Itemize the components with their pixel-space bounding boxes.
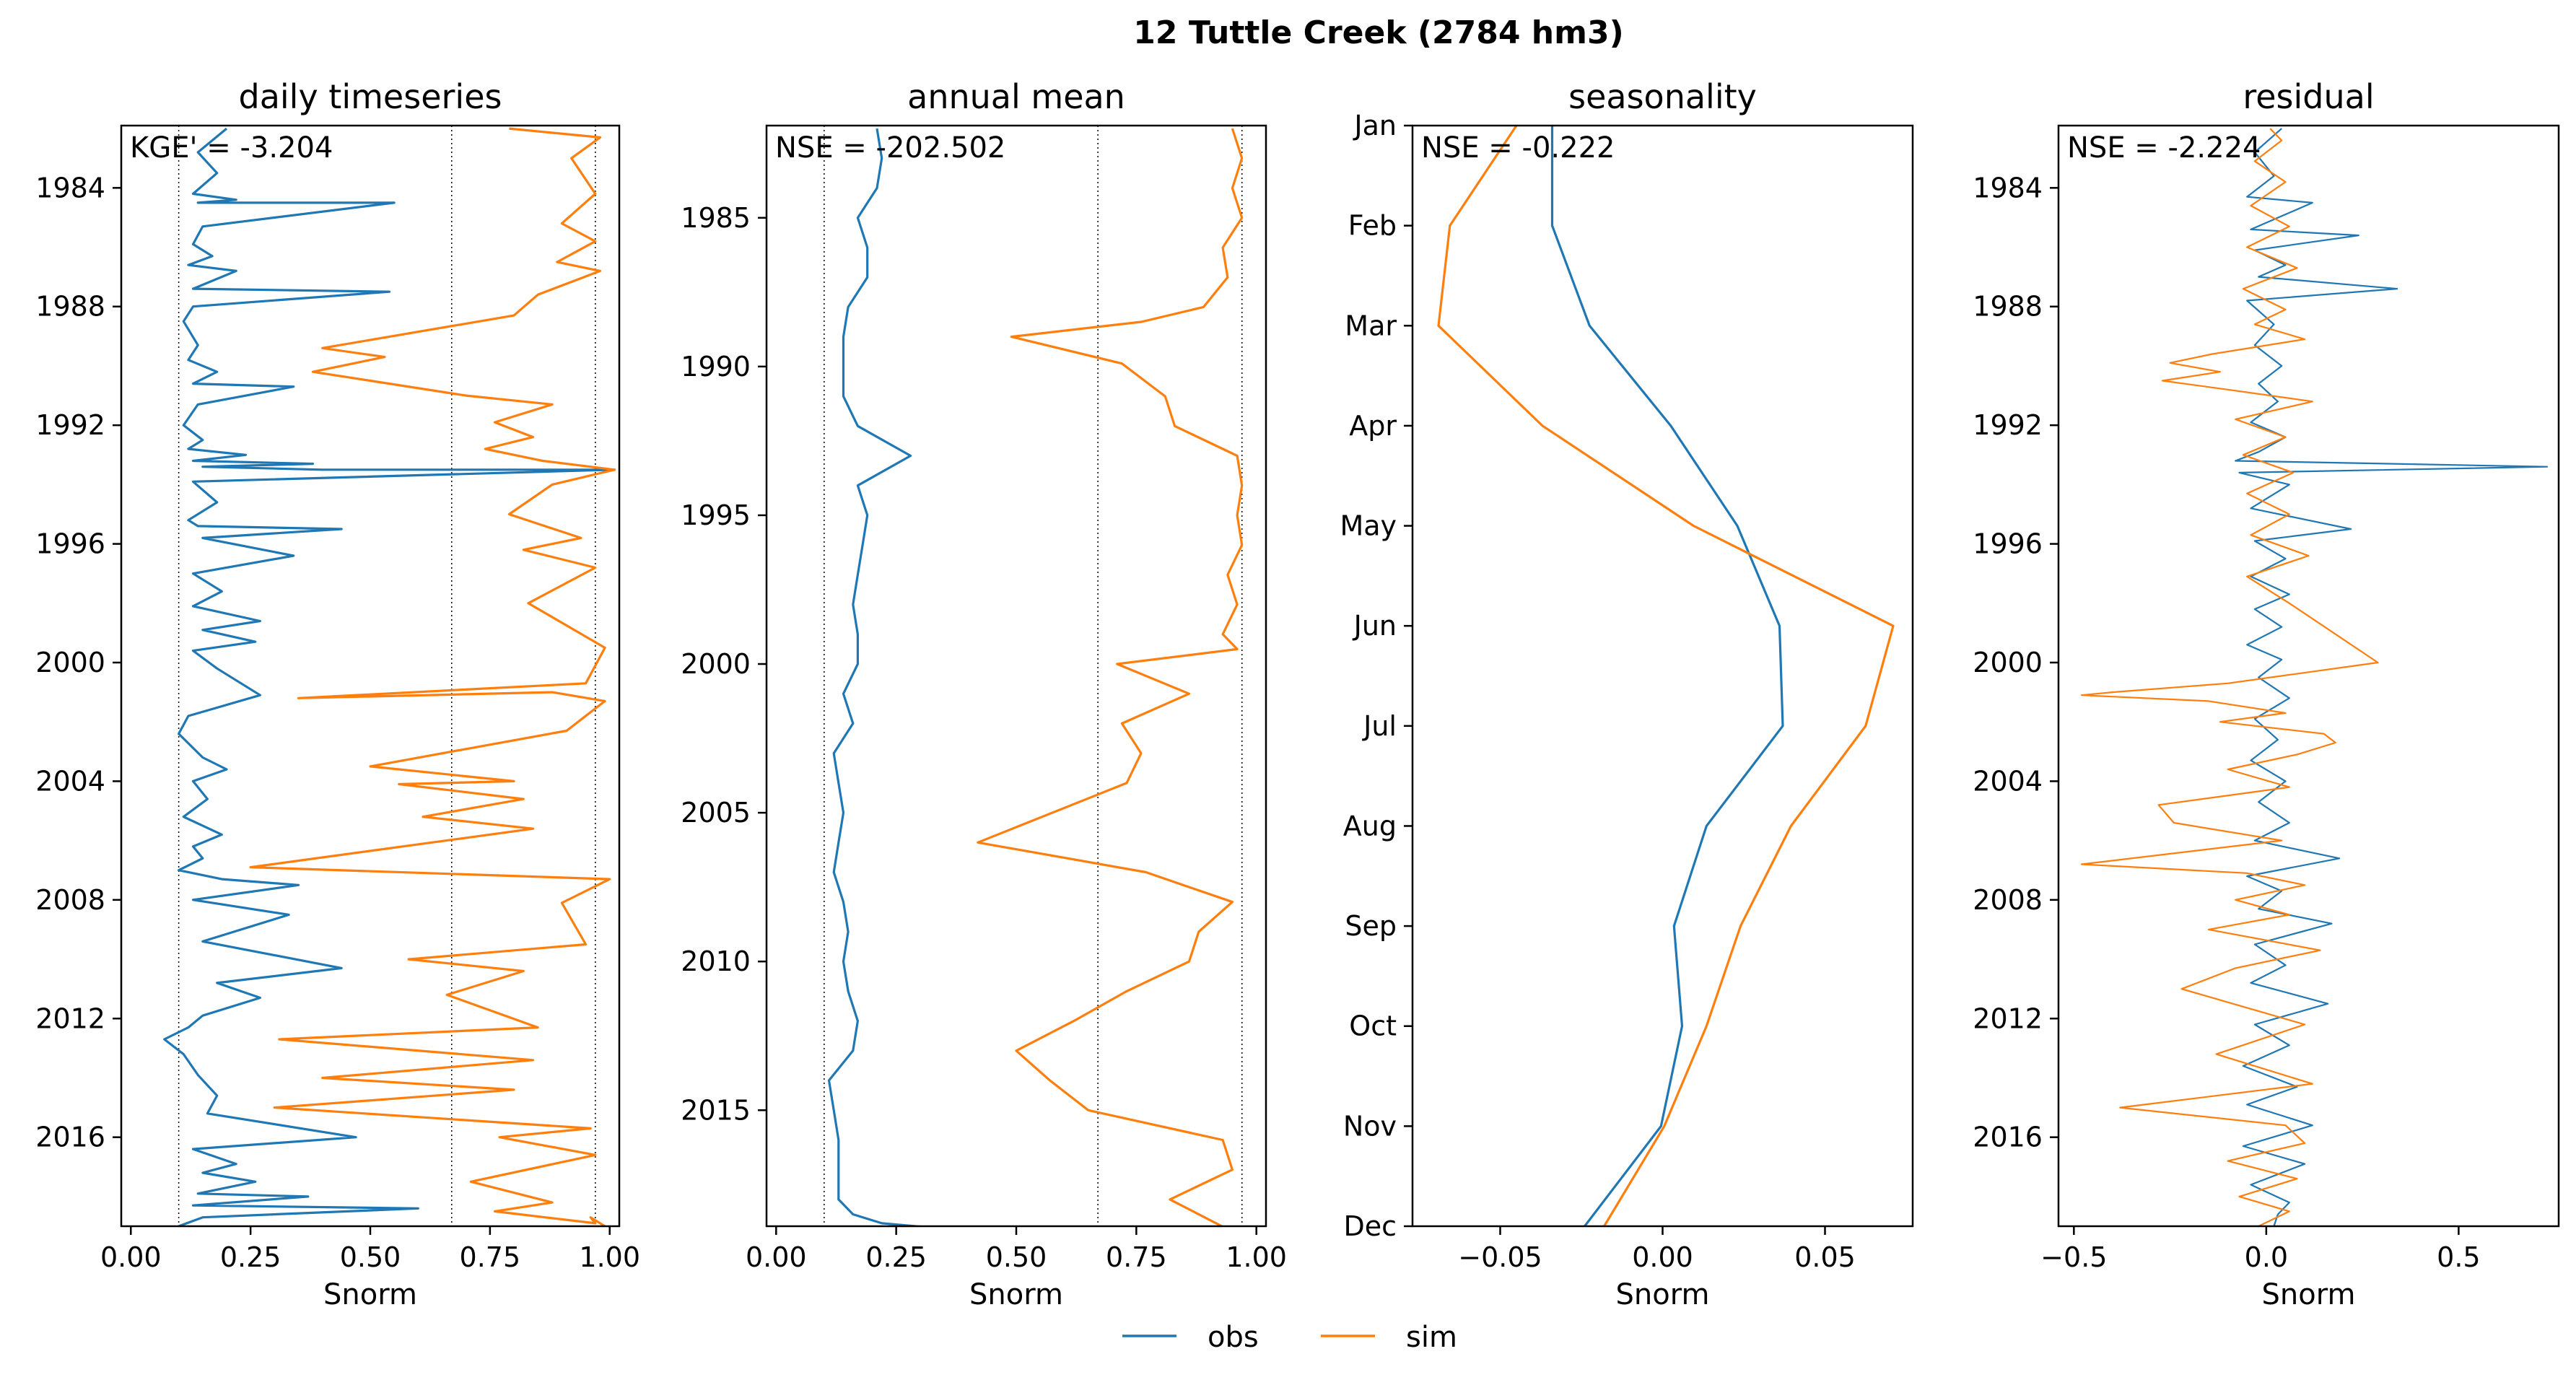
x-tick-label: 1.00 [1226,1241,1287,1273]
x-tick-label: 0.25 [865,1241,927,1273]
x-axis-label: Snorm [323,1278,417,1311]
y-tick-label: 2015 [681,1094,751,1126]
panel-title: daily timeseries [239,77,502,116]
y-tick-label: 2000 [681,648,751,680]
y-tick-label: Nov [1343,1110,1397,1142]
y-tick-label: 1996 [1973,528,2043,560]
y-tick-label: 1992 [35,409,105,441]
y-tick-label: 2016 [1973,1122,2043,1153]
y-tick-label: 2012 [35,1002,105,1034]
legend-obs-label: obs [1208,1321,1259,1354]
panel-2: annual mean NSE = -202.502 0.00 0.25 0.50 0.7… [681,77,1287,1311]
y-tick-label: 1985 [681,202,751,234]
figure-suptitle: 12 Tuttle Creek (2784 hm3) [1133,14,1623,51]
legend: obs sim [1122,1321,1457,1354]
x-axis-label: Snorm [969,1278,1063,1311]
chart-panels: daily timeseries KGE' = -3.204 0.00 0.25 0.5… [35,77,2560,1311]
x-tick-label: −0.05 [1458,1241,1542,1273]
x-axis-label: Snorm [2262,1278,2356,1311]
panel-title: residual [2243,77,2374,116]
y-tick-label: 1988 [1973,291,2043,323]
x-tick-label: 0.25 [220,1241,281,1273]
metric-label: NSE = -0.222 [1421,131,1615,165]
panel-frame [1411,124,1914,1228]
x-tick-label: 0.00 [746,1241,807,1273]
x-tick-label: 0.50 [986,1241,1047,1273]
series-line-obs [827,128,929,1226]
y-tick-label: Jan [1353,110,1397,141]
series-line-obs [163,127,616,1226]
y-tick-label: 2008 [1973,884,2043,916]
y-tick-label: Jun [1353,610,1397,642]
y-tick-label: 1992 [1973,409,2043,441]
y-tick-label: Jul [1362,710,1397,742]
panel-3: seasonality NSE = -0.222 −0.05 0.00 0.05 Jan F… [1340,77,1914,1311]
x-tick-label: 0.05 [1794,1241,1856,1273]
x-tick-label: 0.50 [340,1241,401,1273]
x-tick-label: 0.0 [2245,1241,2288,1273]
panel-title: seasonality [1568,77,1757,116]
legend-sim-label: sim [1406,1321,1457,1354]
x-axis-label: Snorm [1616,1278,1710,1311]
y-tick-label: 2008 [35,884,105,916]
panel-title: annual mean [907,77,1125,116]
x-tick-label: 0.5 [2437,1241,2480,1273]
y-tick-label: 1990 [681,351,751,383]
metric-label: NSE = -2.224 [2067,131,2261,165]
y-tick-label: May [1340,510,1397,542]
y-tick-label: 1996 [35,528,105,560]
y-tick-label: 2016 [35,1122,105,1153]
y-tick-label: Dec [1343,1210,1397,1242]
y-tick-label: 2005 [681,797,751,829]
series-line-sim [2080,128,2379,1226]
x-tick-label: 0.00 [100,1241,162,1273]
y-tick-label: 2000 [1973,647,2043,678]
y-tick-label: 1984 [1973,172,2043,204]
series-line-sim [249,127,616,1226]
metric-label: NSE = -202.502 [775,131,1005,165]
series-line-sim [977,128,1244,1226]
y-tick-label: 1984 [35,172,105,204]
series-line-obs [2235,128,2549,1226]
y-tick-label: 2000 [35,647,105,678]
metric-label: KGE' = -3.204 [130,131,333,165]
x-tick-label: −0.5 [2040,1241,2107,1273]
y-tick-label: Aug [1343,810,1397,842]
series-line-sim [1437,126,1895,1226]
y-tick-label: 1988 [35,291,105,323]
x-tick-label: 0.75 [1106,1241,1167,1273]
y-tick-label: Sep [1345,910,1397,942]
y-tick-label: Feb [1348,210,1397,242]
series-line-obs [1550,126,1784,1226]
x-tick-label: 0.00 [1632,1241,1693,1273]
y-tick-label: 2012 [1973,1002,2043,1034]
y-tick-label: Oct [1349,1010,1397,1042]
y-tick-label: 2004 [35,765,105,797]
x-tick-label: 0.75 [460,1241,521,1273]
y-tick-label: Apr [1349,410,1397,442]
y-tick-label: Mar [1345,310,1397,341]
y-tick-label: 2010 [681,945,751,977]
panel-frame [2057,124,2560,1228]
y-tick-label: 2004 [1973,765,2043,797]
panel-4: residual NSE = -2.224 −0.5 0.0 0.5 1984 1988 19… [1973,77,2560,1311]
panel-1: daily timeseries KGE' = -3.204 0.00 0.25 0.5… [35,77,640,1311]
x-tick-label: 1.00 [579,1241,640,1273]
panel-frame [765,124,1267,1228]
y-tick-label: 1995 [681,499,751,531]
